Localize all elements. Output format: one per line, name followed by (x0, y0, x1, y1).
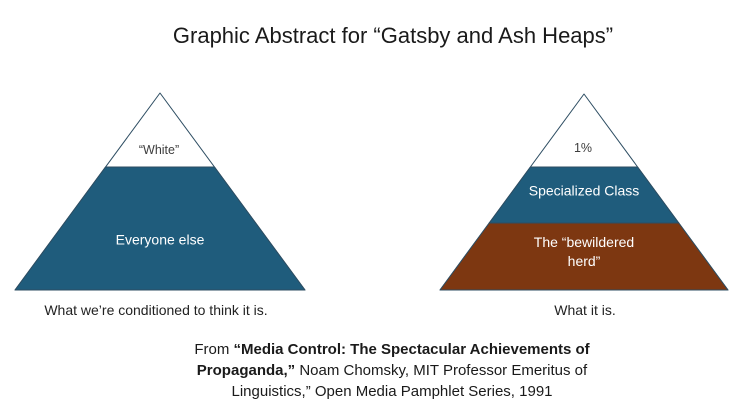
right-pyramid-middle-label: Specialized Class (528, 182, 640, 199)
attribution-text: From “Media Control: The Spectacular Ach… (194, 339, 589, 402)
attribution-line1-bold: “Media Control: The Spectacular Achievem… (233, 341, 590, 358)
left-pyramid-caption: What we’re conditioned to think it is. (44, 302, 268, 318)
attribution-line2-bold: Propaganda,” (196, 362, 296, 379)
attribution-line2-regular: Noam Chomsky, MIT Professor Emeritus of (295, 362, 588, 379)
attribution-line-2: Propaganda,” Noam Chomsky, MIT Professor… (194, 360, 589, 381)
attribution-line-1: From “Media Control: The Spectacular Ach… (194, 339, 589, 360)
left-pyramid-bottom-label: Everyone else (115, 231, 205, 248)
left-pyramid-bottom-segment (14, 166, 306, 291)
attribution-line1-regular: From (194, 341, 234, 358)
attribution-line3-regular: Linguistics,” Open Media Pamphlet Series… (231, 383, 553, 400)
left-pyramid-top-label: “White” (138, 143, 180, 157)
right-pyramid-bottom-label: The “bewildered herd” (533, 234, 635, 269)
attribution-line-3: Linguistics,” Open Media Pamphlet Series… (194, 381, 589, 402)
right-pyramid-bottom-segment (439, 222, 729, 291)
right-pyramid-top-label: 1% (573, 141, 593, 155)
page-title: Graphic Abstract for “Gatsby and Ash Hea… (172, 23, 614, 48)
right-pyramid-caption: What it is. (554, 302, 616, 318)
